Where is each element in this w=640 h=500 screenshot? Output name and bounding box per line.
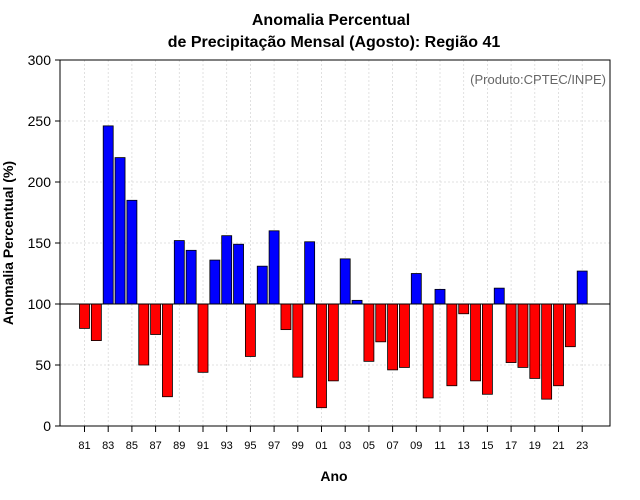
bar-02 <box>327 303 339 382</box>
bar-08 <box>399 303 410 368</box>
bar-81 <box>79 303 90 329</box>
x-tick-label: 95 <box>244 440 256 452</box>
x-tick-label: 85 <box>126 440 138 452</box>
bar-92 <box>209 259 221 305</box>
y-tick-label: 50 <box>35 357 51 373</box>
x-axis: 81 83 85 87 89 91 93 95 97 99 01 03 05 07 09 11 13 15 17 19… <box>78 426 588 452</box>
x-tick-label: 01 <box>315 440 327 452</box>
chart-title-line-2: de Precipitação Mensal (Agosto): Região … <box>168 34 501 51</box>
bar-84 <box>114 157 126 305</box>
x-tick-label: 11 <box>434 440 445 452</box>
x-axis-label: Ano <box>320 468 347 484</box>
bar-09 <box>410 273 422 305</box>
bar-97 <box>268 230 280 305</box>
x-tick-label: 15 <box>481 440 493 452</box>
x-tick-label: 87 <box>149 440 161 452</box>
bar-87 <box>150 303 162 335</box>
bar-95 <box>244 303 256 357</box>
bar-11 <box>434 288 446 305</box>
bar-20 <box>541 303 553 400</box>
bar-23 <box>576 270 588 305</box>
bar-99 <box>292 303 304 378</box>
y-tick-label: 100 <box>28 296 52 312</box>
y-tick-label: 0 <box>43 418 51 434</box>
bar-93 <box>221 235 233 305</box>
x-tick-label: 23 <box>576 440 588 452</box>
bar-86 <box>138 303 150 366</box>
y-tick-label: 250 <box>28 113 52 129</box>
bar-83 <box>102 125 114 305</box>
bar-98 <box>280 303 292 331</box>
bar-89 <box>173 240 185 305</box>
bar-96 <box>256 265 268 305</box>
bar-94 <box>233 243 244 305</box>
bar-03 <box>339 258 351 305</box>
bar-90 <box>185 249 197 305</box>
y-tick-label: 200 <box>28 174 52 190</box>
bar-85 <box>126 199 138 305</box>
bar-82 <box>90 303 102 341</box>
bar-17 <box>505 303 517 363</box>
bar-00 <box>304 241 316 305</box>
bar-05 <box>363 303 375 362</box>
bar-19 <box>529 303 541 379</box>
bar-01 <box>316 303 327 409</box>
bar-10 <box>422 303 434 399</box>
x-tick-label: 21 <box>552 440 564 452</box>
bar-07 <box>387 303 399 371</box>
x-tick-label: 17 <box>505 440 517 452</box>
bar-91 <box>197 303 209 373</box>
y-tick-label: 300 <box>28 52 52 68</box>
y-tick-label: 150 <box>28 235 52 251</box>
bar-18 <box>517 303 529 368</box>
bar-16 <box>493 287 505 305</box>
bar-04 <box>351 299 363 305</box>
bar-88 <box>162 303 173 398</box>
x-tick-label: 89 <box>173 440 185 452</box>
bar-14 <box>470 303 481 382</box>
x-tick-label: 97 <box>268 440 280 452</box>
bar-12 <box>446 303 458 387</box>
bar-06 <box>375 303 387 343</box>
bar-15 <box>481 303 493 395</box>
y-axis: 0 50 100 150 200 250 300 <box>28 52 60 434</box>
x-tick-label: 19 <box>529 440 541 452</box>
x-tick-label: 05 <box>363 440 375 452</box>
x-tick-label: 83 <box>102 440 114 452</box>
x-tick-label: 09 <box>410 440 422 452</box>
x-tick-label: 93 <box>221 440 233 452</box>
bar-21 <box>553 303 564 387</box>
x-tick-label: 13 <box>458 440 470 452</box>
x-tick-label: 81 <box>78 440 90 452</box>
bar-22 <box>564 303 576 348</box>
x-tick-label: 99 <box>292 440 304 452</box>
x-tick-label: 07 <box>386 440 398 452</box>
x-tick-label: 03 <box>339 440 351 452</box>
bar-13 <box>458 303 470 315</box>
chart-title-line-1: Anomalia Percentual <box>252 12 410 29</box>
credit-note: (Produto:CPTEC/INPE) <box>470 72 606 87</box>
y-axis-label: Anomalia Percentual (%) <box>0 161 16 325</box>
x-tick-label: 91 <box>197 440 209 452</box>
